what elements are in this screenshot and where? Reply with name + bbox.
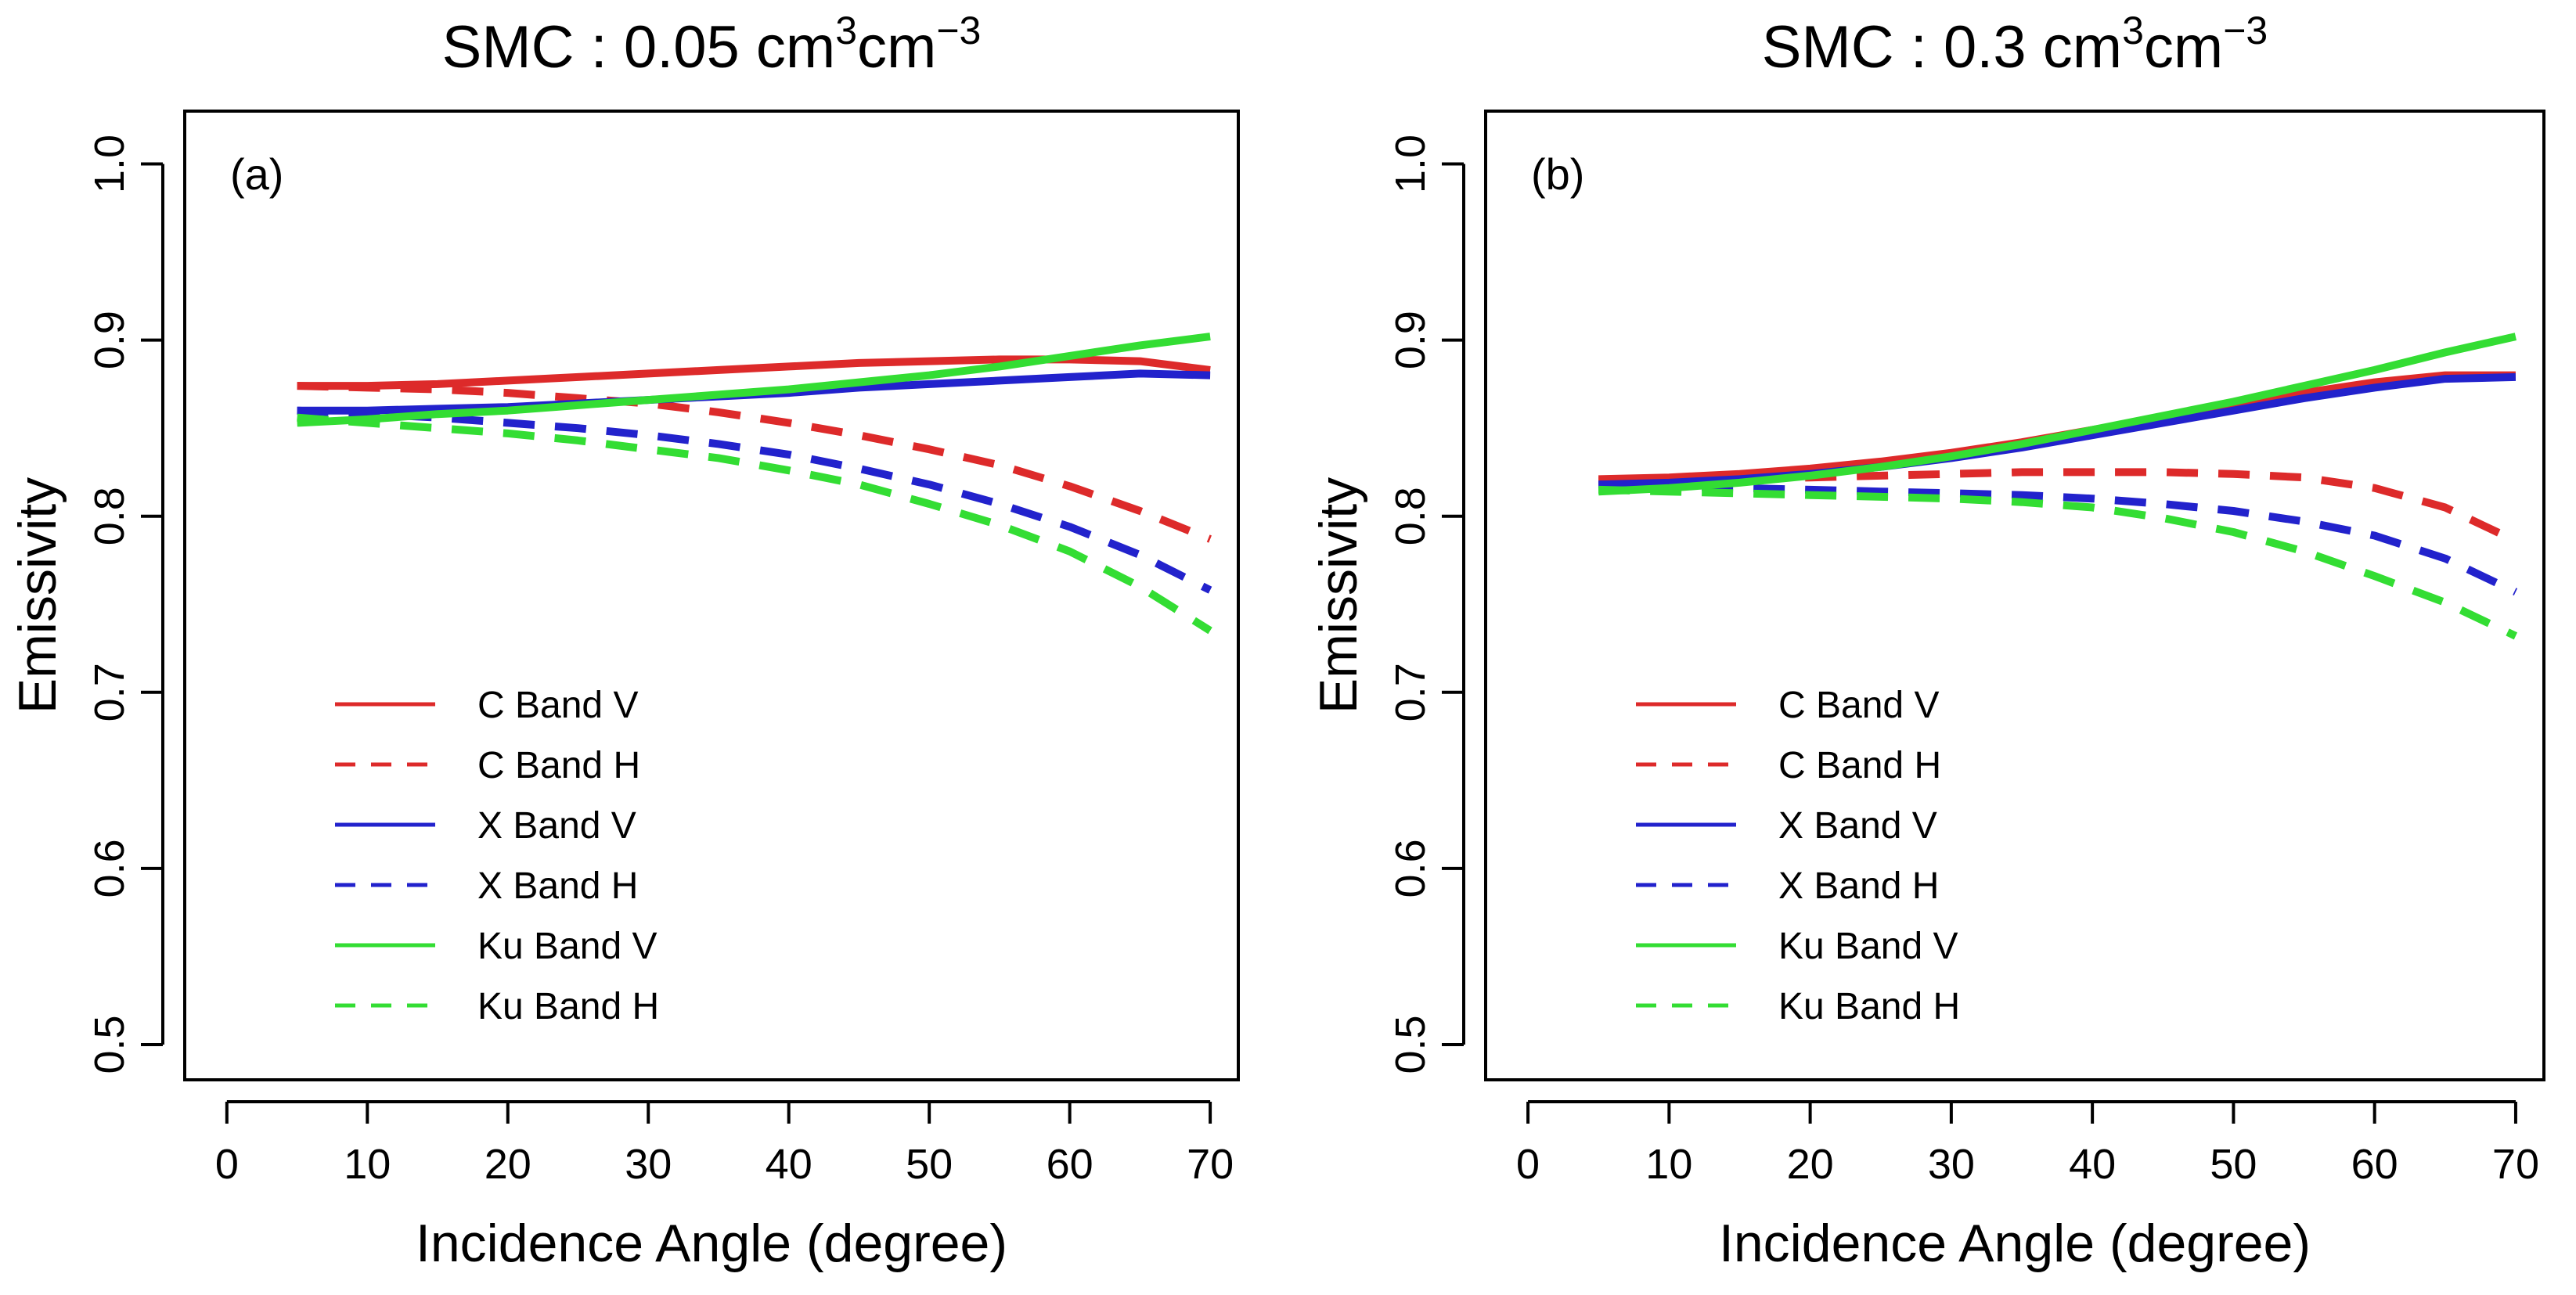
chart-panel-0: SMC : 0.05 cm3cm−3 (a) 0 10 20 30 40 50 60 70 Inci… xyxy=(8,9,1240,1273)
series-line-ku-band-h xyxy=(297,413,1212,635)
legend-label-ku-band-v: Ku Band V xyxy=(477,926,658,967)
y-tick-label: 1.0 xyxy=(86,135,133,193)
legend-label-c-band-v: C Band V xyxy=(477,685,638,726)
x-tick-label: 70 xyxy=(2492,1141,2539,1188)
legend-label-c-band-v: C Band V xyxy=(1778,685,1939,726)
y-tick-label: 0.5 xyxy=(1387,1015,1434,1074)
x-tick-label: 70 xyxy=(1187,1141,1234,1188)
legend-label-x-band-h: X Band H xyxy=(1778,865,1939,907)
plot-frame xyxy=(183,110,1240,1081)
panel-label: (a) xyxy=(230,149,283,199)
panel-label: (b) xyxy=(1531,149,1584,199)
plot-frame xyxy=(1484,110,2545,1081)
chart-panel-1: SMC : 0.3 cm3cm−3 (b) 0 10 20 30 40 50 60 70 Incid… xyxy=(1309,9,2545,1273)
y-tick-label: 0.6 xyxy=(1387,839,1434,898)
legend-label-c-band-h: C Band H xyxy=(1778,745,1941,786)
legend-label-x-band-v: X Band V xyxy=(477,805,636,847)
legend-label-x-band-v: X Band V xyxy=(1778,805,1937,847)
chart-title: SMC : 0.3 cm3cm−3 xyxy=(1762,9,2268,81)
legend-label-ku-band-h: Ku Band H xyxy=(1778,986,1960,1027)
y-tick-label: 1.0 xyxy=(1387,135,1434,193)
x-axis-label: Incidence Angle (degree) xyxy=(1719,1214,2311,1273)
legend-label-x-band-h: X Band H xyxy=(477,865,638,907)
x-axis-label: Incidence Angle (degree) xyxy=(416,1214,1007,1273)
x-tick-label: 0 xyxy=(1516,1141,1540,1188)
x-tick-label: 30 xyxy=(625,1141,672,1188)
y-tick-label: 0.9 xyxy=(86,311,133,369)
x-tick-label: 20 xyxy=(485,1141,531,1188)
x-tick-label: 40 xyxy=(766,1141,812,1188)
y-tick-label: 0.6 xyxy=(86,839,133,898)
x-tick-label: 20 xyxy=(1787,1141,1834,1188)
y-tick-label: 0.7 xyxy=(1387,663,1434,721)
x-tick-label: 10 xyxy=(344,1141,391,1188)
y-tick-label: 0.5 xyxy=(86,1015,133,1074)
chart-title: SMC : 0.05 cm3cm−3 xyxy=(442,9,982,81)
series-line-ku-band-v xyxy=(1598,333,2517,496)
y-tick-label: 0.9 xyxy=(1387,311,1434,369)
x-tick-label: 0 xyxy=(215,1141,239,1188)
x-tick-label: 10 xyxy=(1645,1141,1692,1188)
x-tick-label: 60 xyxy=(2351,1141,2398,1188)
y-axis-label: Emissivity xyxy=(8,477,67,714)
x-tick-label: 60 xyxy=(1047,1141,1093,1188)
y-tick-label: 0.8 xyxy=(86,487,133,545)
x-tick-label: 50 xyxy=(2210,1141,2257,1188)
legend-label-ku-band-v: Ku Band V xyxy=(1778,926,1958,967)
y-tick-label: 0.7 xyxy=(86,663,133,721)
legend-label-ku-band-h: Ku Band H xyxy=(477,986,659,1027)
legend-label-c-band-h: C Band H xyxy=(477,745,640,786)
x-tick-label: 40 xyxy=(2069,1141,2116,1188)
x-tick-label: 50 xyxy=(906,1141,953,1188)
x-tick-label: 30 xyxy=(1928,1141,1975,1188)
y-tick-label: 0.8 xyxy=(1387,487,1434,545)
series-line-ku-band-v xyxy=(297,333,1211,427)
y-axis-label: Emissivity xyxy=(1309,477,1368,714)
